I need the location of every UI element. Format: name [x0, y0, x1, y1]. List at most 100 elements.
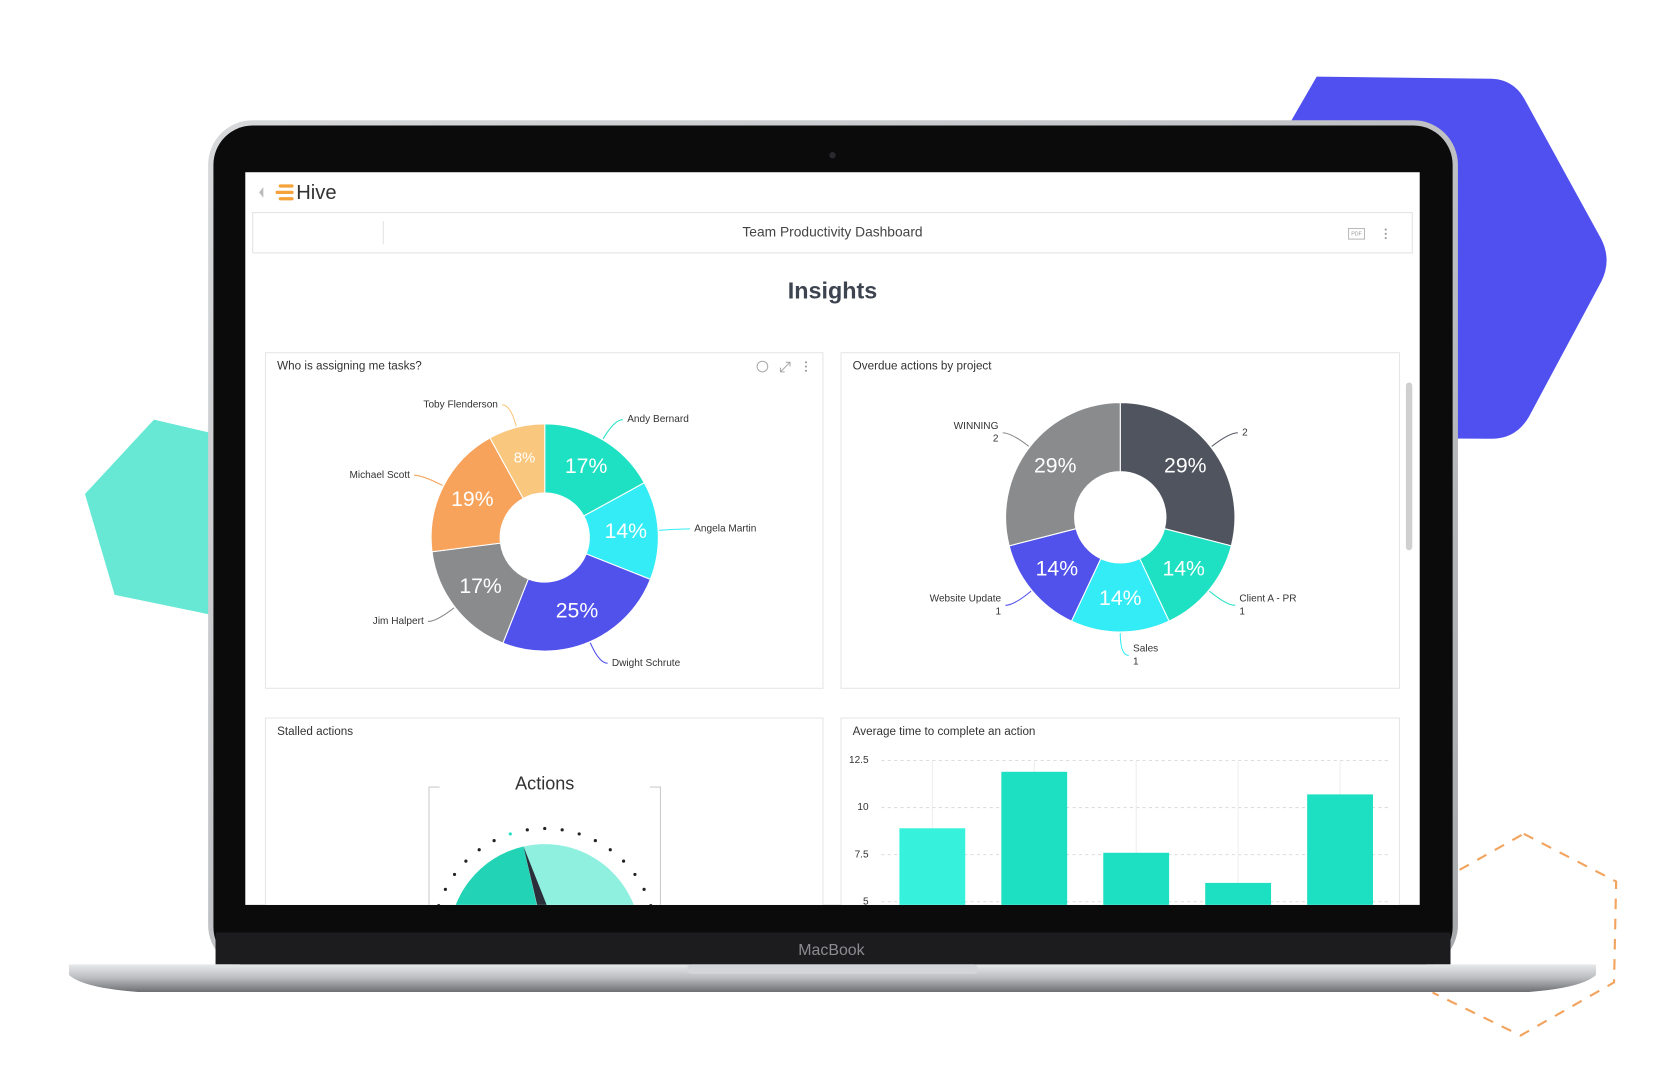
slice-label: 2 [1242, 427, 1248, 438]
pdf-button[interactable] [1348, 227, 1366, 240]
leader-line [1211, 432, 1238, 447]
bar [1103, 852, 1170, 905]
slice-label: Toby Flenderson [423, 399, 498, 410]
card-title: Who is assigning me tasks? [277, 360, 422, 373]
leader-line [502, 404, 517, 427]
card-title: Stalled actions [277, 725, 353, 738]
leader-line [1005, 590, 1032, 606]
slice-label: Sales [1133, 644, 1158, 655]
dashboard-title: Team Productivity Dashboard [742, 224, 922, 239]
gauge-dot [642, 887, 646, 891]
gauge-title: Actions [515, 774, 574, 794]
gauge-dot [443, 887, 447, 891]
gauge-dot [608, 848, 612, 852]
bar [1205, 882, 1272, 905]
slice-label: Jim Halpert [373, 616, 424, 627]
gauge-dot [525, 828, 529, 832]
card-title: Overdue actions by project [853, 360, 993, 373]
gauge-dot [633, 872, 637, 877]
slice-label: 1 [1239, 606, 1245, 617]
expand-button[interactable] [779, 361, 791, 373]
leader-line [589, 642, 608, 664]
y-tick-label: 5 [863, 896, 869, 907]
slice-value-label: 17% [565, 455, 608, 478]
dashed-hexagon [1432, 832, 1618, 1037]
gauge-dot [437, 903, 441, 905]
slice-label: 2 [993, 434, 999, 445]
slice-value-label: 25% [556, 600, 599, 623]
gauge-dot [593, 839, 597, 843]
gauge-fill [523, 844, 634, 905]
slice-value-label: 14% [1036, 557, 1079, 580]
slice-label: Michael Scott [349, 470, 410, 481]
brand-logo [275, 184, 294, 201]
leader-line [427, 607, 455, 622]
info-button[interactable] [756, 360, 769, 373]
slice-label: Angela Martin [694, 524, 756, 535]
pie-slice [431, 542, 530, 644]
gauge-dot [621, 859, 626, 863]
card-menu[interactable] [804, 361, 808, 372]
gauge-dot [452, 872, 457, 877]
gauge-dot [649, 903, 653, 905]
slice-label: 1 [996, 606, 1002, 617]
pdf-label: PDF [1351, 232, 1362, 238]
dashboard-header [252, 212, 1413, 254]
bezel-chin [215, 932, 1451, 965]
slice-label: Dwight Schrute [612, 658, 681, 669]
leader-line [1002, 432, 1030, 447]
slice-label: Client A - PR [1239, 594, 1296, 605]
leader-line [602, 419, 624, 440]
slice-value-label: 29% [1164, 455, 1207, 478]
bar [1001, 771, 1068, 905]
camera [829, 152, 836, 159]
card-tools [756, 360, 791, 373]
laptop-base [69, 964, 1596, 992]
pie-slice [1005, 402, 1121, 547]
base-notch [687, 964, 978, 974]
slice-label: Website Update [930, 594, 1002, 605]
leader-line [1209, 590, 1236, 606]
card [264, 717, 824, 905]
screen-content: Hive Team Productivity Dashboard PDF Ins… [252, 182, 1413, 907]
slice-value-label: 19% [451, 488, 494, 511]
slice-value-label: 14% [605, 520, 648, 543]
gauge-fill [455, 846, 537, 905]
bar [1307, 794, 1373, 905]
gauge-frame [428, 786, 662, 905]
pie-slice [502, 553, 652, 652]
scrollbar[interactable] [1405, 382, 1413, 551]
slice-label: Andy Bernard [627, 414, 689, 425]
page-heading: Insights [788, 277, 878, 303]
brand-name: Hive [296, 182, 336, 204]
pie-slice [1119, 402, 1236, 547]
y-tick-label: 10 [857, 802, 869, 813]
gauge-dot [577, 832, 581, 836]
pie-slice [544, 423, 646, 517]
gauge-dot [508, 832, 512, 836]
y-tick-label: 12.5 [849, 755, 869, 766]
card-title: Average time to complete an action [853, 725, 1036, 738]
gauge-dot [492, 839, 496, 843]
y-tick-label: 7.5 [855, 849, 869, 860]
gauge-dot [464, 859, 468, 863]
pie-slice [489, 423, 546, 500]
slice-value-label: 14% [1162, 557, 1205, 580]
leader-line [659, 528, 690, 531]
leader-line [1119, 633, 1129, 656]
bar [899, 828, 966, 905]
leader-line [414, 474, 443, 486]
slice-label: WINNING [954, 421, 999, 432]
gauge-dot [543, 826, 547, 831]
slice-value-label: 17% [459, 575, 502, 598]
menu-button[interactable] [1384, 228, 1387, 240]
slice-label: 1 [1133, 656, 1139, 667]
gauge-dot [477, 848, 481, 852]
device-label: MacBook [798, 942, 864, 959]
gauge-dot [560, 828, 564, 832]
slice-value-label: 29% [1034, 455, 1077, 478]
back-arrow[interactable] [259, 187, 264, 198]
slice-value-label: 8% [514, 451, 535, 467]
